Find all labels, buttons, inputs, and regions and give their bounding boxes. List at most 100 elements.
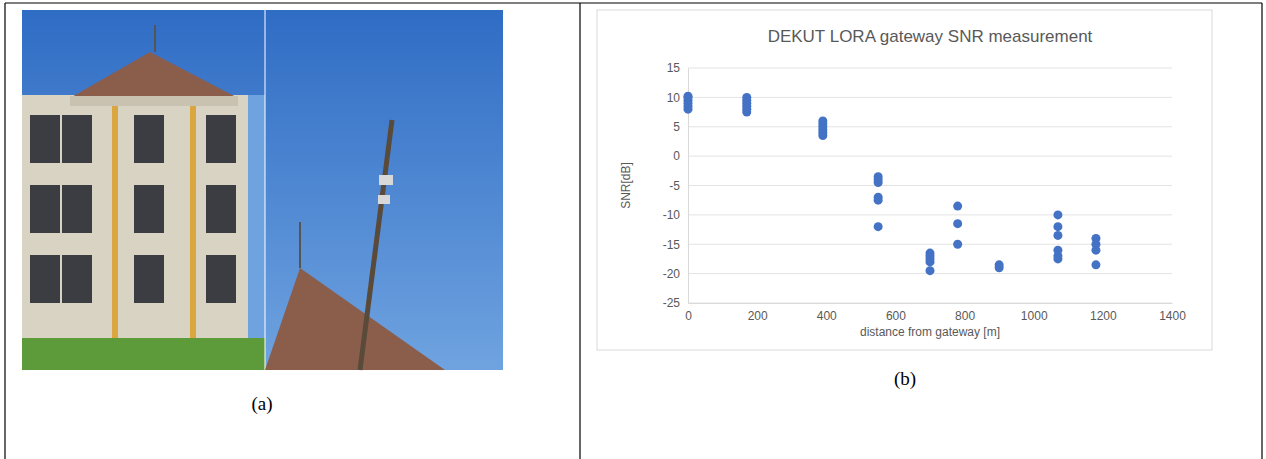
window (134, 115, 164, 163)
tick-label: 0 (685, 309, 692, 323)
point (1053, 231, 1062, 240)
point (953, 240, 962, 249)
table-border (5, 2, 1262, 3)
sky-gap (248, 95, 265, 338)
tick: 5 (673, 120, 688, 134)
tick: 1400 (1159, 303, 1186, 323)
tick: 15 (667, 61, 688, 75)
window (134, 255, 164, 303)
tick: 1000 (1021, 303, 1048, 323)
window (30, 185, 60, 233)
tick: 0 (685, 303, 692, 323)
roof (70, 52, 238, 98)
table-border (579, 3, 580, 459)
window (206, 255, 236, 303)
tick-label: 10 (667, 91, 681, 105)
window (134, 185, 164, 233)
tick-label: 1400 (1159, 309, 1186, 323)
grid-line (688, 68, 1172, 69)
grid-line (688, 303, 1172, 304)
tick: -15 (663, 238, 688, 252)
tick-label: 1000 (1021, 309, 1048, 323)
window (206, 185, 236, 233)
device (378, 195, 390, 204)
grid-line (688, 185, 1172, 186)
point (953, 219, 962, 228)
point (1053, 254, 1062, 263)
point (1091, 246, 1100, 255)
point (926, 257, 935, 266)
windows (30, 115, 236, 303)
tick: 0 (673, 149, 688, 163)
chart-title: DEKUT LORA gateway SNR measurement (768, 27, 1093, 46)
y-axis-title: SNR[dB] (619, 162, 633, 209)
table-frame (5, 3, 1262, 459)
point (1091, 260, 1100, 269)
tick-label: 0 (673, 149, 680, 163)
grid-line (688, 214, 1172, 215)
point (995, 263, 1004, 272)
table-border (4, 3, 5, 459)
grid-line (688, 156, 1172, 157)
window (30, 255, 60, 303)
window (62, 115, 92, 163)
photo (22, 10, 503, 370)
figure: (a) (b) DEKUT LORA gateway SNR measurement… (0, 0, 1266, 459)
tick-label: 400 (817, 309, 837, 323)
point (818, 116, 827, 125)
axis-line (689, 303, 1173, 304)
pillar (190, 106, 196, 340)
window (62, 185, 92, 233)
point (1053, 210, 1062, 219)
tick: -5 (669, 179, 688, 193)
x-axis-title: distance from gateway [m] (860, 325, 1000, 339)
building (22, 95, 248, 340)
tick-label: 800 (955, 309, 975, 323)
sky (22, 10, 503, 370)
spire (299, 222, 301, 268)
grid (688, 68, 1172, 303)
window (30, 115, 60, 163)
tick-label: 5 (673, 120, 680, 134)
point (874, 178, 883, 187)
cornice (70, 96, 238, 106)
tick: 200 (748, 303, 768, 323)
x-axis: 0 200 400 600 800 1000 1200 1400 (685, 303, 1186, 323)
grass (22, 338, 265, 370)
point (926, 266, 935, 275)
grid-line (688, 126, 1172, 127)
roof (265, 268, 445, 370)
tick-label: 1200 (1090, 309, 1117, 323)
chart-frame (597, 10, 1212, 350)
point (874, 222, 883, 231)
point (953, 202, 962, 211)
tick-label: 200 (748, 309, 768, 323)
tick: -20 (663, 267, 688, 281)
pillar (112, 106, 118, 340)
caption: (b) (894, 368, 916, 390)
device (379, 175, 393, 185)
window (62, 255, 92, 303)
pole (360, 120, 392, 370)
tick-label: 15 (667, 61, 681, 75)
antenna (154, 25, 156, 52)
tick: 800 (955, 303, 975, 323)
points (684, 92, 1101, 275)
tick: 600 (886, 303, 906, 323)
tick-label: 600 (886, 309, 906, 323)
point (874, 196, 883, 205)
photo-divider (265, 10, 266, 370)
caption: (a) (251, 393, 272, 415)
tick: 400 (817, 303, 837, 323)
point (1053, 222, 1062, 231)
tick-label: -5 (669, 179, 680, 193)
point (684, 92, 693, 101)
grid-line (688, 97, 1172, 98)
tick-label: -10 (663, 208, 681, 222)
point (742, 93, 751, 102)
tick-label: -20 (663, 267, 681, 281)
table-border (1261, 3, 1262, 459)
window (206, 115, 236, 163)
tick: 1200 (1090, 303, 1117, 323)
tick: -10 (663, 208, 688, 222)
